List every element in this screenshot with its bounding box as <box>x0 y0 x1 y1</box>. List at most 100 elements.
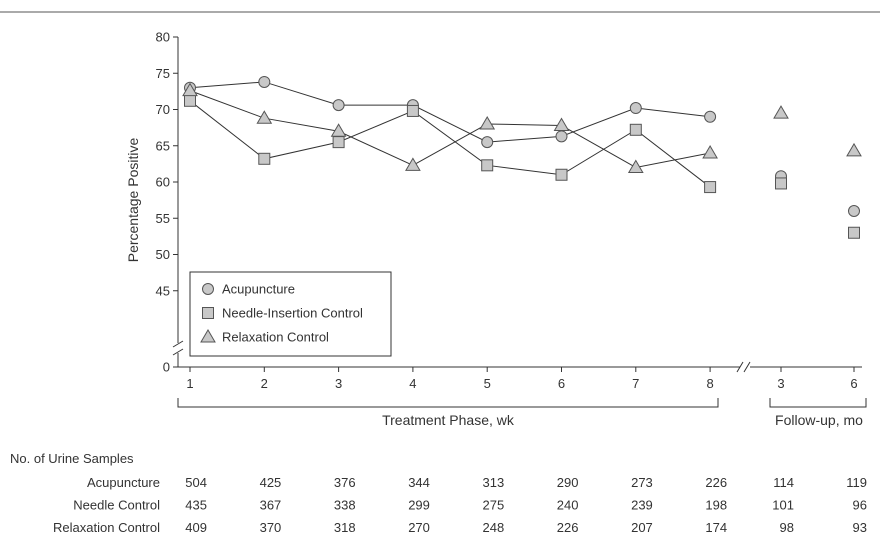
x-tick-label: 5 <box>484 376 491 391</box>
legend-marker <box>202 307 214 319</box>
treatment-phase-bracket <box>177 398 719 408</box>
data-point-needle-insertion-control <box>555 168 568 181</box>
y-axis-break-mark <box>172 348 184 356</box>
samples-cell: 226 <box>705 475 727 490</box>
y-axis-break-mark <box>172 340 184 348</box>
y-tick-label: 0 <box>163 360 170 375</box>
samples-row-label: Relaxation Control <box>53 520 160 535</box>
legend-entry: Relaxation Control <box>222 330 329 345</box>
samples-cell: 338 <box>334 498 356 513</box>
data-point-needle-insertion-control-follow-up <box>775 177 787 190</box>
legend: Acupuncture Needle-Insertion Control Relax… <box>189 271 392 357</box>
samples-cell: 376 <box>334 475 356 490</box>
legend-box <box>189 271 392 357</box>
samples-row-label: Acupuncture <box>87 475 160 490</box>
data-point-acupuncture <box>332 99 345 112</box>
samples-cell: 318 <box>334 520 356 535</box>
y-tick-label: 45 <box>156 283 170 298</box>
data-point-acupuncture <box>481 136 494 149</box>
data-point-relaxation-control-follow-up <box>773 105 789 119</box>
samples-cell: 435 <box>185 498 207 513</box>
samples-cell: 93 <box>853 520 867 535</box>
samples-cell: 504 <box>185 475 207 490</box>
samples-cell: 273 <box>631 475 653 490</box>
x-tick-label: 3 <box>335 376 342 391</box>
samples-cell: 275 <box>482 498 504 513</box>
data-point-relaxation-control <box>182 82 198 97</box>
x-tick-label: 3 <box>777 376 784 391</box>
series-line-relaxation-control <box>189 90 711 169</box>
data-point-relaxation-control <box>256 110 273 124</box>
data-point-needle-insertion-control-follow-up <box>848 226 860 239</box>
y-tick-label: 50 <box>156 247 170 262</box>
samples-cell: 344 <box>408 475 430 490</box>
series-line-needle-insertion-control <box>189 100 711 188</box>
y-tick-label: 60 <box>156 175 170 190</box>
data-point-relaxation-control <box>479 116 496 130</box>
data-point-acupuncture-follow-up <box>848 205 860 217</box>
x-tick-label: 7 <box>632 376 639 391</box>
samples-cell: 370 <box>260 520 282 535</box>
samples-cell: 226 <box>557 520 579 535</box>
x-tick-label: 4 <box>409 376 416 391</box>
x-tick-label: 6 <box>558 376 565 391</box>
data-point-needle-insertion-control <box>406 104 419 117</box>
data-point-relaxation-control <box>405 157 421 171</box>
y-tick-label: 80 <box>156 30 170 45</box>
samples-cell: 101 <box>772 498 794 513</box>
samples-cell: 239 <box>631 498 653 513</box>
samples-cell: 409 <box>185 520 207 535</box>
samples-cell: 425 <box>260 475 282 490</box>
samples-cell: 98 <box>780 520 794 535</box>
samples-cell: 114 <box>773 475 794 490</box>
legend-entry: Needle-Insertion Control <box>222 306 363 321</box>
data-point-relaxation-control <box>627 159 644 173</box>
x-axis-break-mark <box>736 361 744 373</box>
x-tick-label: 8 <box>706 376 713 391</box>
data-point-needle-insertion-control <box>629 123 642 136</box>
data-point-needle-insertion-control <box>704 181 717 194</box>
data-point-needle-insertion-control <box>184 94 196 107</box>
data-point-relaxation-control <box>330 123 347 137</box>
samples-cell: 367 <box>260 498 282 513</box>
data-point-acupuncture <box>258 75 271 88</box>
series-line-acupuncture <box>189 81 711 143</box>
treatment-phase-label: Treatment Phase, wk <box>382 412 515 428</box>
data-point-acupuncture <box>704 110 717 123</box>
samples-cell: 270 <box>408 520 430 535</box>
y-axis-title: Percentage Positive <box>125 138 141 263</box>
samples-cell: 119 <box>846 475 867 490</box>
x-tick-label: 2 <box>261 376 268 391</box>
y-tick-label: 75 <box>156 66 170 81</box>
samples-cell: 207 <box>631 520 653 535</box>
x-tick-label: 1 <box>186 376 193 391</box>
samples-cell: 290 <box>557 475 579 490</box>
legend-marker <box>200 329 216 343</box>
legend-marker <box>202 283 214 295</box>
data-point-needle-insertion-control <box>258 152 271 165</box>
samples-table: No. of Urine Samples Acupuncture 504 425 376… <box>10 451 867 535</box>
y-tick-label: 65 <box>156 138 170 153</box>
x-tick-label: 6 <box>850 376 857 391</box>
data-point-relaxation-control <box>702 145 718 159</box>
samples-cell: 248 <box>482 520 504 535</box>
samples-cell: 313 <box>482 475 504 490</box>
data-point-needle-insertion-control <box>481 159 494 172</box>
series-lines <box>189 81 711 188</box>
samples-cell: 198 <box>705 498 727 513</box>
x-axis-break-mark <box>743 361 751 373</box>
data-point-acupuncture <box>555 130 568 143</box>
series-markers <box>182 75 862 239</box>
samples-cell: 174 <box>705 520 727 535</box>
follow-up-bracket <box>769 398 867 408</box>
data-point-relaxation-control <box>553 117 570 131</box>
samples-table-title: No. of Urine Samples <box>10 451 134 466</box>
follow-up-label: Follow-up, mo <box>775 412 863 428</box>
samples-row-label: Needle Control <box>73 498 160 513</box>
samples-cell: 96 <box>853 498 867 513</box>
data-point-relaxation-control-follow-up <box>846 142 862 157</box>
samples-cell: 299 <box>408 498 430 513</box>
y-tick-label: 70 <box>156 102 170 117</box>
